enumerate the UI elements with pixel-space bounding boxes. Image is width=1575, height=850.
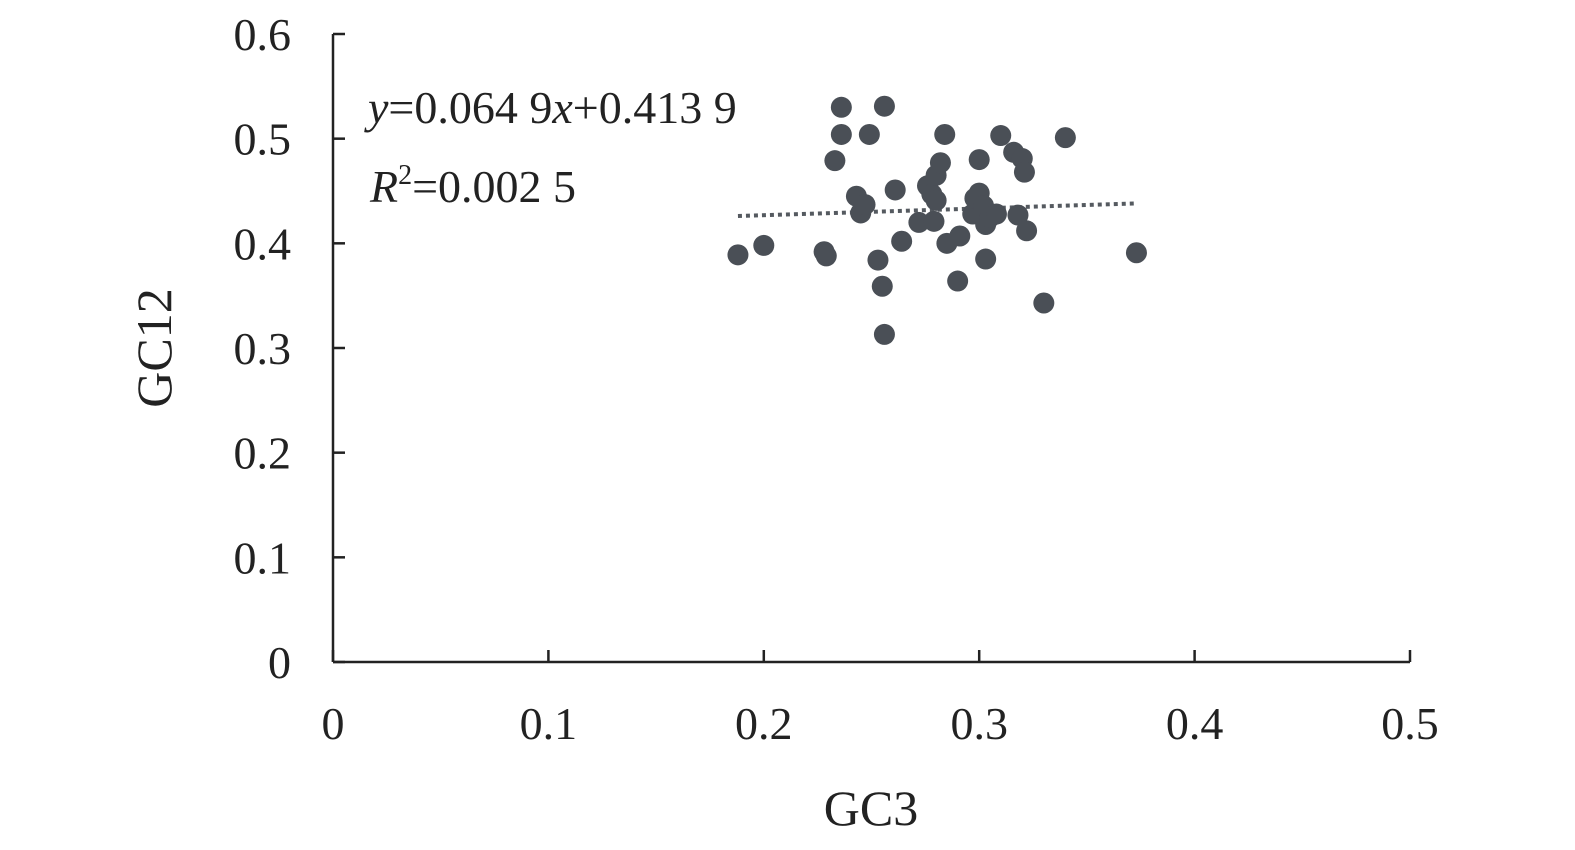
x-tick-label: 0 [322, 698, 345, 749]
data-point [884, 179, 906, 201]
y-tick-label: 0.5 [234, 114, 292, 165]
x-axis-title: GC3 [824, 780, 918, 836]
x-tick-label: 0.1 [520, 698, 578, 749]
data-point [975, 248, 997, 270]
data-point [727, 244, 749, 266]
trendline-layer [737, 201, 1135, 219]
data-point [908, 211, 930, 233]
r-squared-label: R2=0.002 5 [369, 160, 576, 212]
y-tick-label: 0.6 [234, 9, 292, 60]
data-point [985, 203, 1007, 225]
y-tick-label: 0 [268, 637, 291, 688]
data-point [929, 152, 951, 174]
data-point [1007, 204, 1029, 226]
data-point [867, 249, 889, 271]
y-tick-label: 0.2 [234, 428, 292, 479]
data-point [891, 230, 913, 252]
data-point [968, 149, 990, 171]
data-point [947, 270, 969, 292]
data-point [858, 123, 880, 145]
regression-equation: y=0.064 9x+0.413 9 [364, 82, 737, 133]
data-point [830, 123, 852, 145]
y-tick-label: 0.1 [234, 532, 292, 583]
data-point [1033, 292, 1055, 314]
data-point [934, 123, 956, 145]
data-point [1016, 220, 1038, 242]
x-tick-label: 0.4 [1166, 698, 1224, 749]
trendline [737, 201, 1135, 219]
data-point [824, 150, 846, 172]
x-tick-label: 0.5 [1381, 698, 1439, 749]
data-point [854, 194, 876, 216]
x-tick-label: 0.2 [735, 698, 793, 749]
data-point [753, 234, 775, 256]
x-tick-label: 0.3 [950, 698, 1008, 749]
data-point [923, 210, 945, 232]
data-points [727, 95, 1147, 345]
y-tick-label: 0.3 [234, 323, 292, 374]
data-point [873, 95, 895, 117]
data-point [815, 245, 837, 267]
data-point [1125, 242, 1147, 264]
data-point [949, 225, 971, 247]
data-point [871, 275, 893, 297]
data-point [925, 189, 947, 211]
y-tick-label: 0.4 [234, 218, 292, 269]
data-point [830, 96, 852, 118]
data-point [990, 125, 1012, 147]
data-point [873, 323, 895, 345]
data-point [1054, 127, 1076, 149]
y-axis-title: GC12 [126, 288, 182, 407]
axis-ticks: 0 0.1 0.2 0.3 0.4 0.5 0 0.1 0.2 0.3 0.4 0.5 0.6 [234, 9, 1439, 749]
data-point [1013, 161, 1035, 183]
